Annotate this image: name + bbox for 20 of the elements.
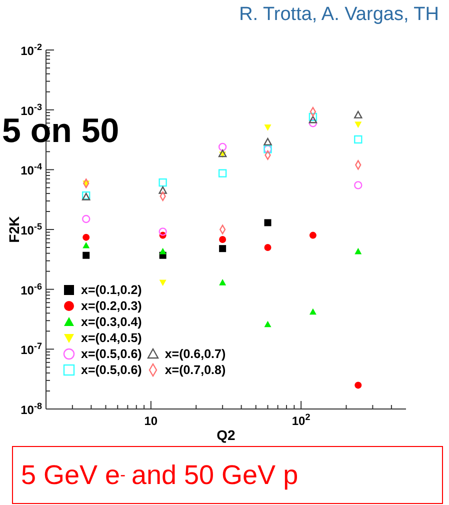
y-tick-label: 10$^{-7}$ — [20, 341, 42, 358]
text: R. Trotta, A. Vargas, TH — [239, 4, 439, 26]
y-axis-title: F2K — [6, 216, 22, 243]
legend-label: x=(0.6,0.7) — [164, 347, 226, 361]
legend-label: x=(0.1,0.2) — [81, 283, 142, 297]
y-tick-label: 10$^{-6}$ — [20, 281, 42, 298]
y-tick-label: 10$^{-2}$ — [20, 42, 42, 58]
x-axis-title: Q2 — [216, 427, 236, 443]
legend-label: x=(0.7,0.8) — [164, 363, 226, 377]
text: 5 GeV e$^{-}$ and 50 GeV p — [12, 446, 443, 504]
x-tick-label: 10$^{2}$ — [292, 412, 310, 428]
legend-label: x=(0.5,0.6) — [81, 347, 142, 361]
legend-label: x=(0.4,0.5) — [81, 331, 142, 345]
legend-label: x=(0.2,0.3) — [81, 299, 142, 313]
y-tick-label: 10$^{-8}$ — [20, 401, 42, 417]
legend-label: x=(0.3,0.4) — [81, 315, 142, 329]
legend-label: x=(0.5,0.6) — [81, 363, 142, 377]
y-tick-label: 10$^{-4}$ — [20, 162, 42, 178]
x-tick-label: 10 — [144, 414, 158, 428]
y-tick-label: 10$^{-5}$ — [20, 222, 42, 238]
